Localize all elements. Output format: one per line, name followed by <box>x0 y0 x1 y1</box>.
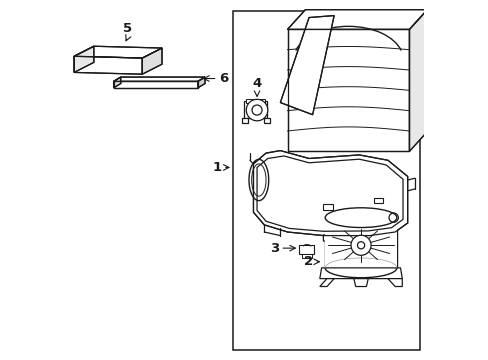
Polygon shape <box>323 235 330 242</box>
Polygon shape <box>319 279 333 287</box>
Polygon shape <box>253 150 407 235</box>
Polygon shape <box>287 30 408 151</box>
Circle shape <box>251 105 262 115</box>
Text: 5: 5 <box>123 22 132 35</box>
Text: 6: 6 <box>219 72 228 85</box>
Polygon shape <box>242 118 247 123</box>
Polygon shape <box>113 77 121 88</box>
Polygon shape <box>280 15 333 115</box>
Polygon shape <box>113 77 204 81</box>
Text: 1: 1 <box>212 161 221 174</box>
Text: 3: 3 <box>269 242 278 255</box>
Bar <box>299 245 314 254</box>
Polygon shape <box>198 77 204 88</box>
Text: 4: 4 <box>252 77 261 90</box>
Text: 2: 2 <box>303 255 312 268</box>
Bar <box>373 198 382 203</box>
Circle shape <box>350 235 370 255</box>
Polygon shape <box>264 118 269 123</box>
Polygon shape <box>408 10 427 151</box>
Circle shape <box>357 242 364 249</box>
Polygon shape <box>74 56 142 74</box>
Polygon shape <box>287 10 427 30</box>
Circle shape <box>388 213 398 222</box>
Bar <box>245 99 265 103</box>
Bar <box>301 253 312 258</box>
Polygon shape <box>325 218 396 268</box>
Polygon shape <box>113 81 198 88</box>
Polygon shape <box>142 48 162 74</box>
Polygon shape <box>387 279 402 287</box>
Bar <box>323 204 333 211</box>
Bar <box>233 12 419 350</box>
Polygon shape <box>74 46 94 72</box>
Bar <box>244 101 266 118</box>
Polygon shape <box>74 46 162 58</box>
Polygon shape <box>351 235 359 242</box>
Circle shape <box>246 99 267 121</box>
Polygon shape <box>353 279 367 287</box>
Polygon shape <box>319 268 402 279</box>
